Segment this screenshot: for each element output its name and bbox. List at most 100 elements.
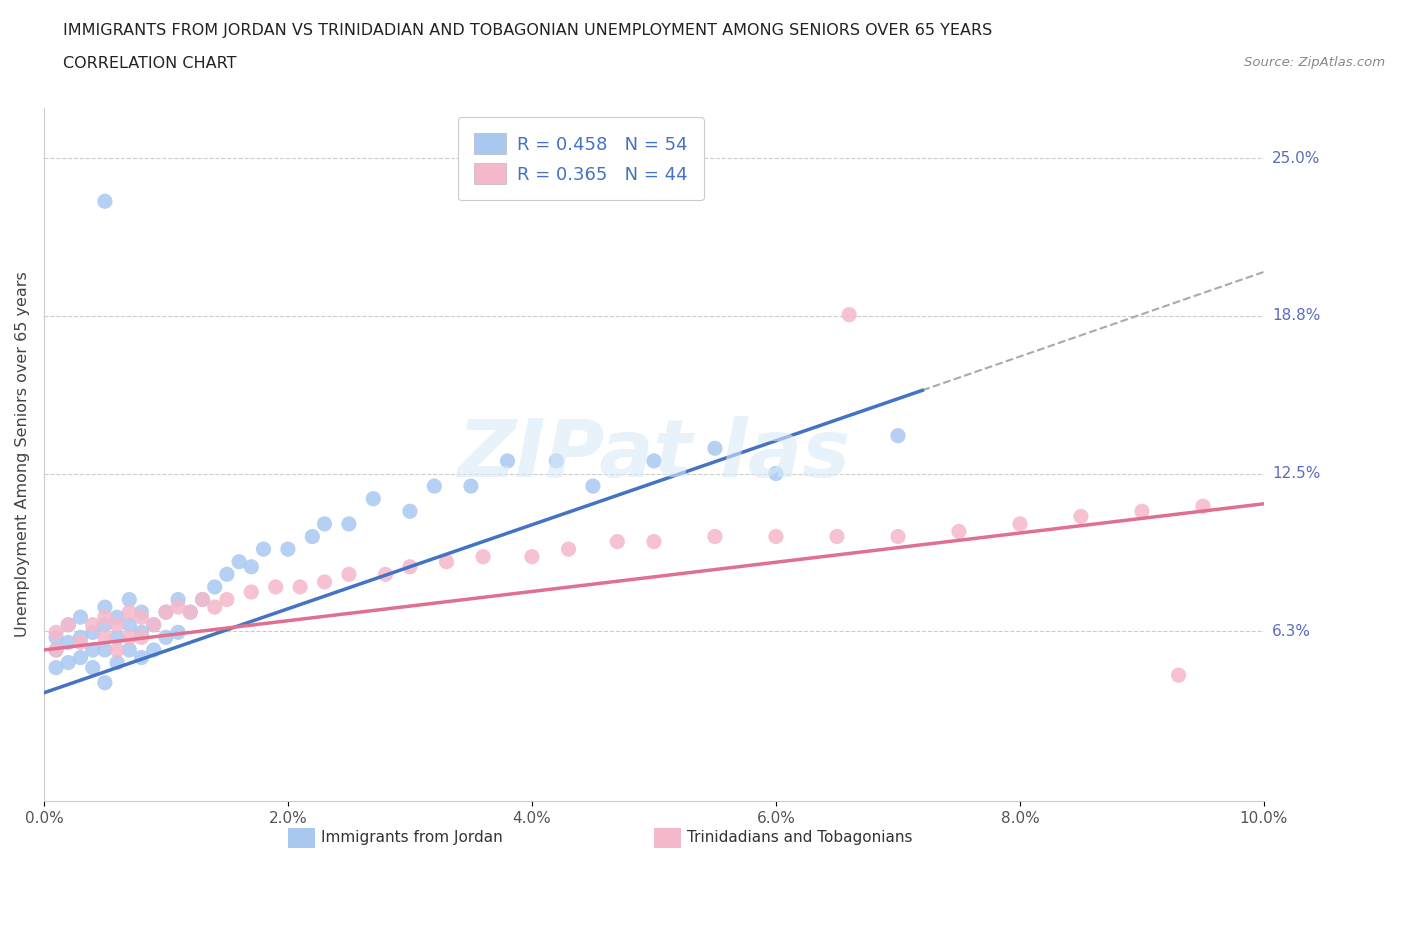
Point xyxy=(58,635,80,650)
Point xyxy=(94,643,117,658)
Point xyxy=(363,491,385,506)
Point xyxy=(643,534,665,549)
Point xyxy=(94,600,117,615)
Point xyxy=(423,479,446,494)
Point xyxy=(264,579,287,594)
Point xyxy=(288,579,311,594)
Text: 18.8%: 18.8% xyxy=(1272,309,1320,324)
Point xyxy=(374,567,396,582)
Point xyxy=(118,604,141,619)
Point xyxy=(191,592,214,607)
Point xyxy=(557,541,579,556)
Point xyxy=(82,618,104,632)
Point xyxy=(179,604,201,619)
Point xyxy=(204,600,226,615)
Point xyxy=(643,454,665,469)
Point xyxy=(215,592,238,607)
Point xyxy=(58,618,80,632)
Point xyxy=(1130,504,1153,519)
Point xyxy=(1167,668,1189,683)
Point xyxy=(582,479,605,494)
Point xyxy=(252,541,274,556)
Point xyxy=(703,441,725,456)
Point xyxy=(546,454,568,469)
FancyBboxPatch shape xyxy=(654,828,681,848)
Point xyxy=(45,630,67,644)
Point xyxy=(240,585,263,600)
Point xyxy=(179,604,201,619)
Point xyxy=(45,660,67,675)
Point xyxy=(82,660,104,675)
Text: 25.0%: 25.0% xyxy=(1272,151,1320,166)
Point xyxy=(277,541,299,556)
Point xyxy=(472,550,495,565)
Point xyxy=(460,479,482,494)
Point xyxy=(520,550,543,565)
Point xyxy=(215,567,238,582)
Point xyxy=(45,625,67,640)
Point xyxy=(45,643,67,658)
Point xyxy=(142,643,165,658)
Point xyxy=(105,655,128,670)
Point xyxy=(337,567,360,582)
Point xyxy=(825,529,848,544)
Point xyxy=(142,618,165,632)
Point xyxy=(337,516,360,531)
Point xyxy=(1192,498,1215,513)
Text: CORRELATION CHART: CORRELATION CHART xyxy=(63,56,236,71)
Point xyxy=(191,592,214,607)
Point xyxy=(105,618,128,632)
Point xyxy=(436,554,458,569)
Point xyxy=(228,554,250,569)
Text: ZIPat las: ZIPat las xyxy=(457,416,851,494)
Point xyxy=(105,630,128,644)
Point xyxy=(167,625,190,640)
Point xyxy=(69,635,91,650)
Point xyxy=(69,650,91,665)
Point xyxy=(94,618,117,632)
Point xyxy=(606,534,628,549)
Point xyxy=(58,618,80,632)
Point xyxy=(496,454,519,469)
Y-axis label: Unemployment Among Seniors over 65 years: Unemployment Among Seniors over 65 years xyxy=(15,272,30,637)
Point xyxy=(240,559,263,574)
Point xyxy=(118,592,141,607)
Text: Source: ZipAtlas.com: Source: ZipAtlas.com xyxy=(1244,56,1385,69)
Point xyxy=(167,600,190,615)
Point xyxy=(45,643,67,658)
Point xyxy=(204,579,226,594)
Point xyxy=(399,504,422,519)
Point xyxy=(838,307,860,322)
Text: 6.3%: 6.3% xyxy=(1272,623,1312,639)
Point xyxy=(94,630,117,644)
Point xyxy=(155,604,177,619)
Text: Trinidadians and Tobagonians: Trinidadians and Tobagonians xyxy=(688,830,912,845)
Point xyxy=(58,655,80,670)
Point xyxy=(118,630,141,644)
Point xyxy=(765,466,787,481)
Point xyxy=(314,575,336,590)
Point xyxy=(118,643,141,658)
Point xyxy=(94,193,117,208)
Point xyxy=(131,630,153,644)
Point xyxy=(1070,509,1092,524)
Point xyxy=(118,618,141,632)
Point xyxy=(82,625,104,640)
Point xyxy=(131,604,153,619)
Point xyxy=(105,610,128,625)
Point xyxy=(131,650,153,665)
Point xyxy=(94,610,117,625)
Point xyxy=(167,592,190,607)
Point xyxy=(155,630,177,644)
Point xyxy=(765,529,787,544)
Point xyxy=(887,428,910,443)
Point xyxy=(703,529,725,544)
Point xyxy=(69,610,91,625)
Point xyxy=(155,604,177,619)
Point xyxy=(948,524,970,538)
Point xyxy=(69,630,91,644)
Point xyxy=(94,675,117,690)
FancyBboxPatch shape xyxy=(288,828,315,848)
Point xyxy=(887,529,910,544)
Point xyxy=(314,516,336,531)
